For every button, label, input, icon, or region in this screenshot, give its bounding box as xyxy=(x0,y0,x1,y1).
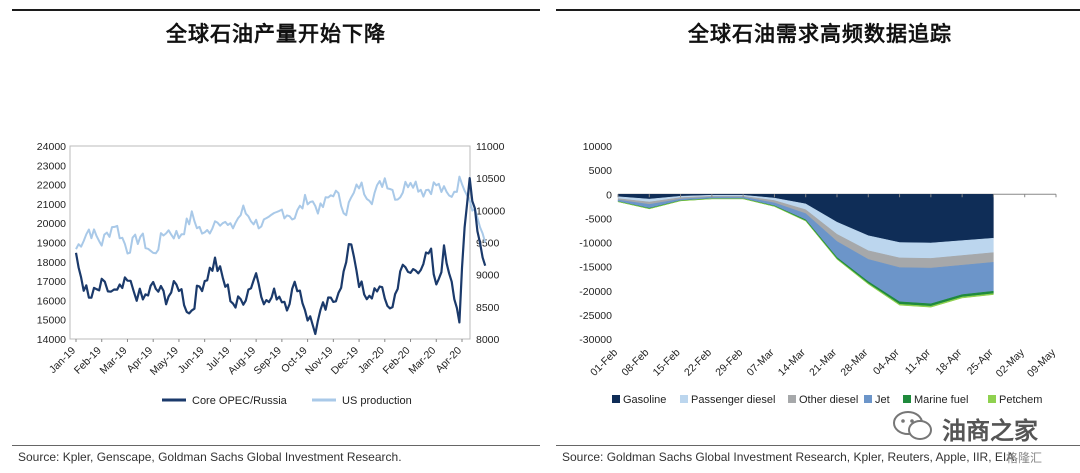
legend-label: Jet xyxy=(875,394,890,406)
y-left-tick-label: 19000 xyxy=(37,238,66,250)
legend-label: Core OPEC/Russia xyxy=(192,395,288,407)
y-tick-label: 5000 xyxy=(589,165,613,177)
y-left-tick-label: 23000 xyxy=(37,160,66,172)
x-tick-label: 14-Mar xyxy=(776,346,808,378)
legend-swatch xyxy=(788,395,796,403)
x-tick-label: Mar-20 xyxy=(406,345,438,377)
bottom-rule xyxy=(556,445,1080,446)
series-line-core-opec-russia xyxy=(74,177,487,336)
y-tick-label: -15000 xyxy=(579,262,612,274)
y-left-tick-label: 22000 xyxy=(37,180,66,192)
y-right-tick-label: 9000 xyxy=(476,270,500,282)
wechat-icon xyxy=(893,411,932,440)
x-tick-label: Sep-19 xyxy=(252,345,285,378)
x-tick-label: 21-Mar xyxy=(807,346,839,378)
x-tick-label: 02-May xyxy=(994,346,1028,380)
y-tick-label: 10000 xyxy=(583,141,612,153)
legend-label: Marine fuel xyxy=(914,394,968,406)
watermark: 油商之家 xyxy=(892,409,1078,445)
top-rule xyxy=(12,9,540,11)
y-tick-label: -5000 xyxy=(585,213,612,225)
legend-label: Other diesel xyxy=(799,394,858,406)
x-tick-label: Nov-19 xyxy=(303,345,336,378)
left-chart-panel: 全球石油产量开始下降 14000 15000 16000 17000 18000 1900… xyxy=(12,0,540,473)
y-right-tick-label: 9500 xyxy=(476,238,500,250)
x-tick-label: 08-Feb xyxy=(619,347,651,379)
legend-swatch xyxy=(988,395,996,403)
y-tick-label: -30000 xyxy=(579,334,612,346)
y-left-tick-label: 17000 xyxy=(37,276,66,288)
y-left-tick-label: 16000 xyxy=(37,295,66,307)
series-line-us-production xyxy=(75,175,487,255)
y-left-tick-label: 15000 xyxy=(37,315,66,327)
y-tick-label: -25000 xyxy=(579,310,612,322)
area-petchem xyxy=(617,198,994,308)
y-right-tick-label: 10500 xyxy=(476,173,505,185)
y-left-tick-label: 18000 xyxy=(37,257,66,269)
x-tick-label: 15-Feb xyxy=(651,347,683,379)
gelonghui-logo: 格隆汇 xyxy=(1006,451,1043,465)
left-source-note: Source: Kpler, Genscape, Goldman Sachs G… xyxy=(18,450,402,464)
y-left-tick-label: 14000 xyxy=(37,334,66,346)
y-left-tick-label: 21000 xyxy=(37,199,66,211)
x-tick-label: Jun-19 xyxy=(176,345,207,376)
x-tick-label: 01-Feb xyxy=(588,347,620,379)
y-left-tick-label: 24000 xyxy=(37,141,66,153)
x-tick-label: 04-Apr xyxy=(871,346,902,377)
legend-swatch xyxy=(903,395,911,403)
x-tick-label: 25-Apr xyxy=(965,346,996,377)
x-tick-label: Feb-20 xyxy=(381,345,413,377)
right-chart-title: 全球石油需求高频数据追踪 xyxy=(688,22,952,46)
y-right-tick-label: 11000 xyxy=(476,141,505,153)
right-chart-panel: 全球石油需求高频数据追踪 -30000 -25000 -20000 -15000 -10… xyxy=(556,0,1080,473)
y-right-tick-label: 10000 xyxy=(476,205,505,217)
right-source-note: Source: Goldman Sachs Global Investment … xyxy=(562,450,1018,464)
bottom-rule xyxy=(12,445,540,446)
x-tick-label: 09-May xyxy=(1025,346,1059,380)
y-tick-label: -20000 xyxy=(579,286,612,298)
left-chart-title: 全球石油产量开始下降 xyxy=(166,22,386,46)
legend-swatch xyxy=(680,395,688,403)
x-tick-label: 22-Feb xyxy=(682,347,714,379)
x-tick-label: 29-Feb xyxy=(713,347,745,379)
legend-label: Petchem xyxy=(999,394,1042,406)
y-tick-label: -10000 xyxy=(579,238,612,250)
legend-label: Passenger diesel xyxy=(691,394,775,406)
x-tick-label: 18-Apr xyxy=(933,346,964,377)
y-tick-label: 0 xyxy=(606,189,612,201)
watermark-text: 油商之家 xyxy=(942,417,1038,445)
y-right-tick-label: 8500 xyxy=(476,302,500,314)
x-tick-label: Mar-19 xyxy=(98,345,130,377)
x-tick-label: Dec-19 xyxy=(329,345,362,378)
x-tick-label: Feb-19 xyxy=(72,345,104,377)
plot-frame xyxy=(69,145,471,340)
y-right-tick-label: 8000 xyxy=(476,334,500,346)
left-chart-svg: 14000 15000 16000 17000 18000 19000 20000 21000… xyxy=(37,141,506,407)
right-chart-svg: -30000 -25000 -20000 -15000 -10000 -5000 0 5000… xyxy=(579,141,1059,406)
y-left-tick-label: 20000 xyxy=(37,218,66,230)
x-tick-label: May-19 xyxy=(148,345,181,378)
x-tick-label: Apr-20 xyxy=(433,345,464,376)
legend-label: Gasoline xyxy=(623,394,666,406)
x-tick-label: Aug-19 xyxy=(226,345,259,378)
legend-swatch xyxy=(612,395,620,403)
legend-swatch xyxy=(864,395,872,403)
x-tick-label: 07-Mar xyxy=(745,346,777,378)
top-rule xyxy=(556,9,1080,11)
legend-label: US production xyxy=(342,395,412,407)
x-tick-label: 11-Apr xyxy=(903,346,934,377)
x-tick-label: 28-Mar xyxy=(838,346,870,378)
